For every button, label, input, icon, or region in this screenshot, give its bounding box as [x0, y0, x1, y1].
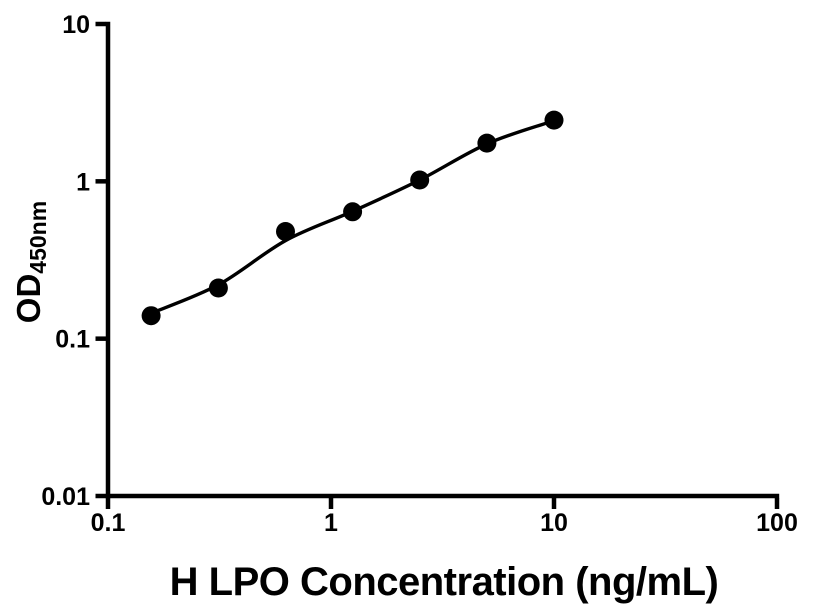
plot-series: [141, 110, 564, 326]
x-axis-title: H LPO Concentration (ng/mL): [170, 560, 719, 604]
data-point: [208, 278, 228, 298]
y-axis-title-subscript: 450nm: [25, 201, 51, 274]
y-tick-label: 10: [62, 11, 90, 39]
x-tick-label: 100: [756, 509, 798, 537]
x-tick-label: 1: [324, 509, 338, 537]
y-tick-label: 1: [76, 168, 90, 196]
x-tick-label: 0.1: [91, 509, 126, 537]
y-tick-label: 0.1: [55, 326, 90, 354]
data-point: [276, 222, 295, 241]
y-axis-title: OD450nm: [10, 201, 51, 323]
data-point: [141, 306, 161, 326]
axes: [105, 21, 780, 499]
data-point: [410, 170, 430, 190]
axis-ticks: [95, 21, 780, 509]
data-point: [477, 133, 497, 153]
x-tick-label: 10: [540, 509, 568, 537]
data-point: [544, 110, 564, 130]
y-axis-title-main: OD: [10, 274, 47, 324]
y-tick-label: 0.01: [41, 483, 90, 511]
data-point: [343, 202, 363, 222]
